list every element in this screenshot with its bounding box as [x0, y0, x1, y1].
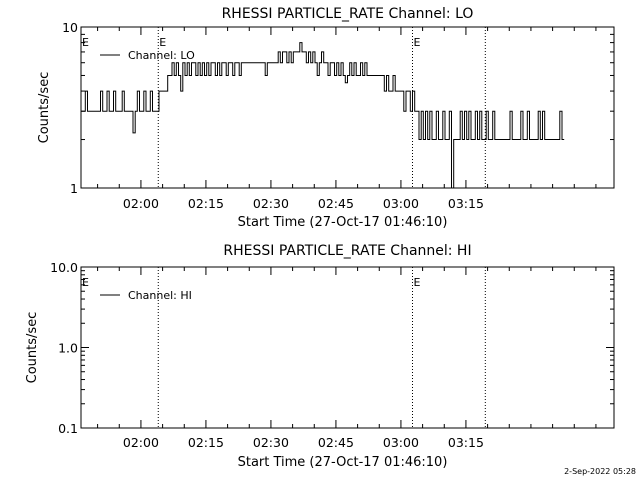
- y-tick-label: 1: [70, 181, 78, 196]
- y-axis-label: Counts/sec: [37, 72, 52, 144]
- y-tick-label: 1.0: [58, 341, 78, 356]
- corner-marker-label: E: [82, 36, 89, 49]
- event-marker-label: E: [414, 276, 421, 289]
- x-tick-label: 02:15: [188, 435, 224, 450]
- x-tick-label: 02:45: [318, 196, 354, 211]
- y-tick-label: 10.0: [50, 260, 78, 275]
- corner-marker-label: E: [82, 276, 89, 289]
- x-axis-label: Start Time (27-Oct-17 01:46:10): [238, 455, 448, 470]
- legend-label: Channel: LO: [128, 49, 195, 62]
- legend-label: Channel: HI: [128, 289, 192, 302]
- x-tick-label: 03:00: [383, 435, 419, 450]
- chart-panel-lo: RHESSI PARTICLE_RATE Channel: LO Start Ti…: [37, 6, 615, 230]
- series-line-lo: [81, 42, 565, 189]
- chart-panel-hi: RHESSI PARTICLE_RATE Channel: HI Start Ti…: [25, 243, 615, 470]
- plot-frame: [80, 26, 615, 189]
- x-tick-label: 03:00: [383, 196, 419, 211]
- y-tick-label: 0.1: [58, 421, 78, 436]
- x-tick-label: 02:45: [318, 435, 354, 450]
- x-tick-label: 03:15: [448, 435, 484, 450]
- x-tick-label: 02:15: [188, 196, 224, 211]
- x-tick-label: 02:00: [123, 196, 159, 211]
- y-tick-label: 10: [62, 20, 78, 35]
- event-marker-label: E: [414, 36, 421, 49]
- x-tick-label: 03:15: [448, 196, 484, 211]
- chart-title: RHESSI PARTICLE_RATE Channel: HI: [223, 243, 471, 259]
- footer-timestamp: 2-Sep-2022 05:28: [564, 467, 636, 476]
- x-axis-label: Start Time (27-Oct-17 01:46:10): [238, 215, 448, 230]
- y-axis-label: Counts/sec: [25, 312, 40, 384]
- x-tick-label: 02:30: [253, 435, 289, 450]
- chart-title: RHESSI PARTICLE_RATE Channel: LO: [222, 6, 474, 22]
- event-marker-label: E: [159, 36, 166, 49]
- x-tick-label: 02:00: [123, 435, 159, 450]
- x-tick-label: 02:30: [253, 196, 289, 211]
